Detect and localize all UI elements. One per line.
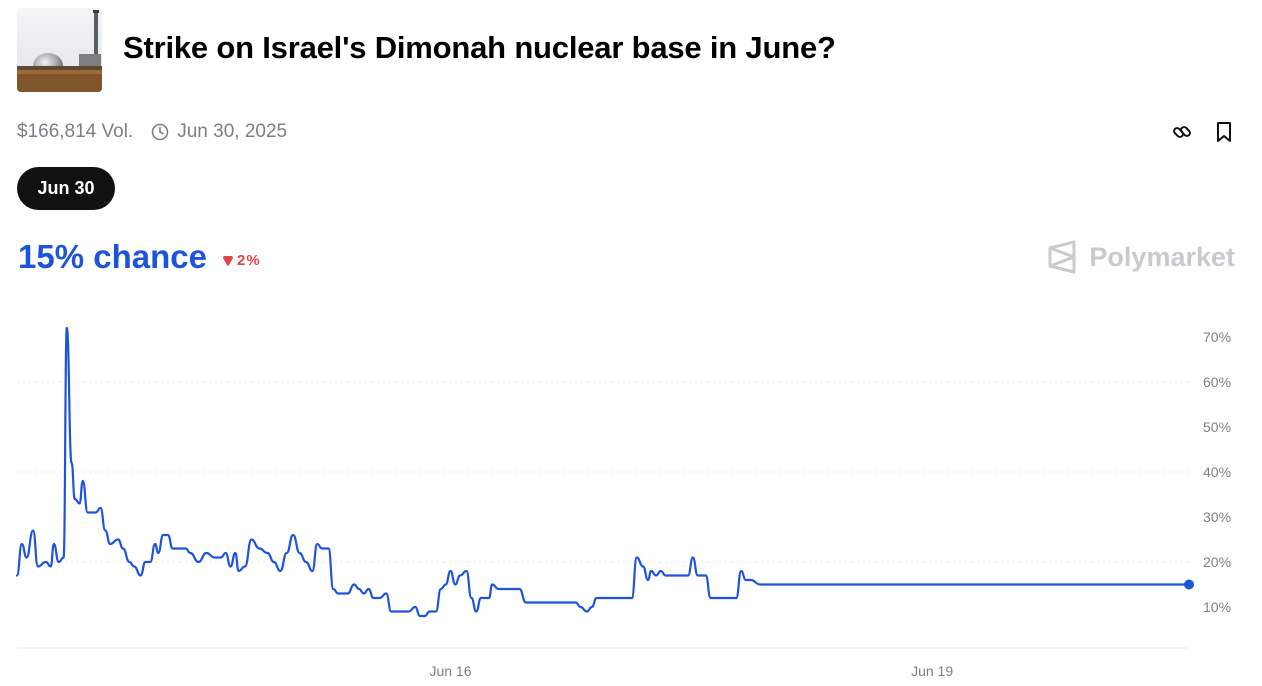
down-triangle-icon xyxy=(223,255,233,266)
date-filter-pill[interactable]: Jun 30 xyxy=(17,167,115,210)
price-chart[interactable]: 10% 20% 30% 40% 50% 60% 70% Jun 16 Jun 19 xyxy=(0,290,1262,686)
series-line xyxy=(15,326,762,618)
y-tick-label: 40% xyxy=(1203,464,1231,480)
y-tick-label: 50% xyxy=(1203,419,1231,435)
y-tick-label: 70% xyxy=(1203,329,1231,345)
end-date-label: Jun 30, 2025 xyxy=(177,121,288,142)
y-tick-label: 20% xyxy=(1203,554,1231,570)
polymarket-brand: Polymarket xyxy=(1046,240,1235,274)
y-tick-label: 60% xyxy=(1203,374,1231,390)
y-tick-label: 10% xyxy=(1203,599,1231,615)
chance-value: 15% chance xyxy=(18,238,207,275)
x-tick-label: Jun 16 xyxy=(429,663,471,679)
x-tick-label: Jun 19 xyxy=(911,663,953,679)
market-title: Strike on Israel's Dimonah nuclear base … xyxy=(123,30,836,65)
polymarket-logo-icon xyxy=(1048,240,1076,274)
link-icon[interactable] xyxy=(1171,120,1193,144)
market-thumbnail xyxy=(17,8,102,92)
y-tick-label: 30% xyxy=(1203,509,1231,525)
delta-value: 2% xyxy=(237,252,261,269)
bookmark-icon[interactable] xyxy=(1213,120,1235,144)
volume-label: $166,814 Vol. xyxy=(17,121,134,142)
current-value-dot xyxy=(1184,579,1194,590)
market-actions xyxy=(1171,120,1235,144)
market-meta: $166,814 Vol. Jun 30, 2025 xyxy=(17,121,287,143)
clock-icon xyxy=(151,123,169,141)
chance-delta: 2% xyxy=(222,252,261,269)
brand-name: Polymarket xyxy=(1089,241,1235,272)
